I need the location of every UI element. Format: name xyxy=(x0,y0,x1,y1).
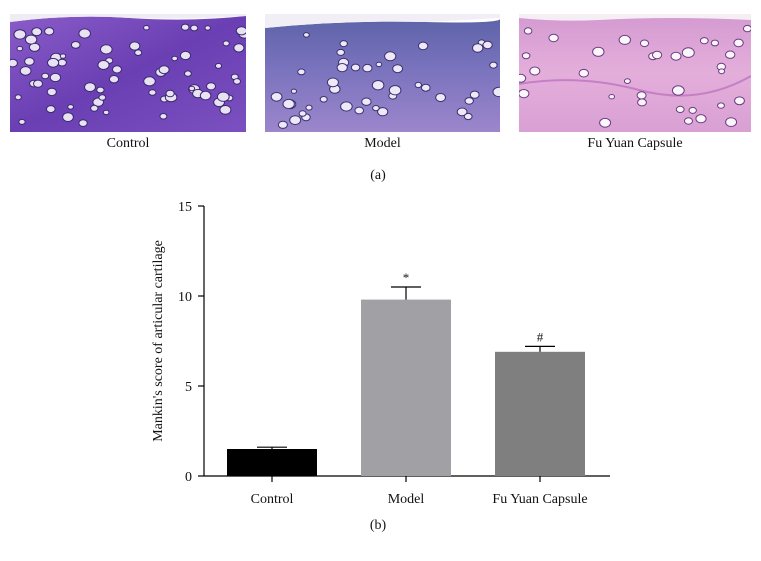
y-tick-label: 10 xyxy=(178,290,192,305)
bar-1 xyxy=(361,299,451,476)
histology-image-model xyxy=(265,14,500,132)
y-tick-label: 5 xyxy=(185,380,192,395)
y-tick-label: 15 xyxy=(178,200,192,215)
histology-image-fu-yuan-capsule xyxy=(519,14,751,132)
image-label-control: Control xyxy=(106,136,150,151)
image-label-fu-yuan-capsule: Fu Yuan Capsule xyxy=(587,136,683,151)
panel-b-tag: (b) xyxy=(369,518,387,533)
image-label-model: Model xyxy=(364,136,401,151)
y-axis-label: Mankin's score of articular cartilage xyxy=(151,240,166,442)
panel-a-tag: (a) xyxy=(370,168,386,183)
x-tick-label-0: Control xyxy=(251,492,294,507)
histology-image-control xyxy=(10,14,246,132)
bar-2 xyxy=(495,351,585,476)
bar-0 xyxy=(227,449,317,476)
significance-marker-2: # xyxy=(537,329,544,344)
y-tick-label: 0 xyxy=(185,470,192,485)
x-tick-label-2: Fu Yuan Capsule xyxy=(492,492,587,507)
significance-marker-1: * xyxy=(403,270,410,285)
x-tick-label-1: Model xyxy=(388,492,425,507)
